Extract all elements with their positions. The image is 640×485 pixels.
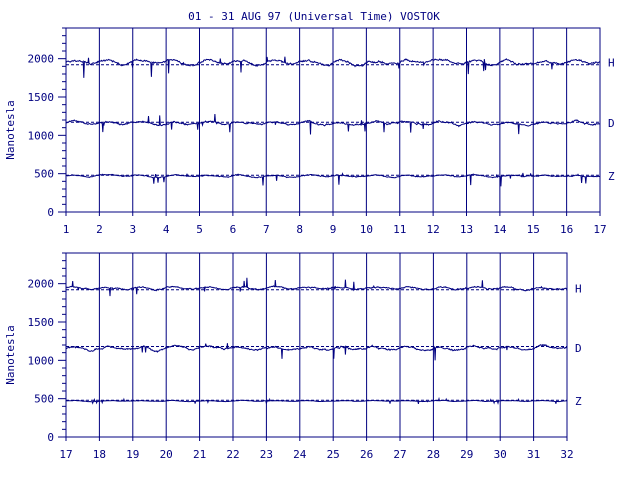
x-tick-label: 12: [427, 223, 440, 236]
x-tick-label: 30: [494, 448, 507, 461]
x-tick-label: 19: [126, 448, 139, 461]
y-tick-label: 1500: [28, 91, 55, 104]
x-tick-label: 26: [360, 448, 373, 461]
x-tick-label: 5: [196, 223, 203, 236]
y-axis-label: Nanotesla: [4, 325, 17, 385]
x-tick-label: 17: [59, 448, 72, 461]
trace-h: [65, 277, 568, 297]
y-tick-label: 500: [34, 393, 54, 406]
x-tick-label: 9: [330, 223, 337, 236]
x-tick-label: 4: [163, 223, 170, 236]
x-tick-label: 14: [493, 223, 507, 236]
y-tick-label: 2000: [28, 278, 55, 291]
trace-z: [65, 172, 601, 187]
y-tick-label: 2000: [28, 53, 55, 66]
x-tick-label: 3: [129, 223, 136, 236]
x-tick-label: 29: [460, 448, 473, 461]
x-tick-label: 27: [393, 448, 406, 461]
x-tick-label: 6: [230, 223, 237, 236]
x-tick-label: 2: [96, 223, 103, 236]
y-axis-label: Nanotesla: [4, 100, 17, 160]
x-tick-label: 8: [296, 223, 303, 236]
x-tick-label: 20: [160, 448, 173, 461]
x-tick-label: 15: [527, 223, 540, 236]
x-tick-label: 16: [560, 223, 573, 236]
trace-h: [65, 56, 601, 78]
series-label-z: Z: [575, 395, 582, 408]
x-tick-label: 24: [293, 448, 307, 461]
x-tick-label: 25: [327, 448, 340, 461]
series-label-d: D: [608, 117, 615, 130]
y-tick-label: 1500: [28, 316, 55, 329]
y-tick-label: 1000: [28, 129, 55, 142]
y-tick-label: 0: [47, 206, 54, 219]
y-tick-label: 1000: [28, 354, 55, 367]
x-tick-label: 13: [460, 223, 473, 236]
trace-d: [65, 113, 601, 135]
x-tick-label: 22: [226, 448, 239, 461]
trace-d: [65, 343, 568, 361]
x-tick-label: 10: [360, 223, 373, 236]
x-tick-label: 11: [393, 223, 406, 236]
x-tick-label: 18: [93, 448, 106, 461]
series-label-h: H: [575, 282, 582, 295]
plot-frame: [65, 252, 568, 438]
x-tick-label: 23: [260, 448, 273, 461]
series-label-d: D: [575, 342, 582, 355]
bottom-panel: 17 18 19 20 21 22 23 24 25 26 27 28 29 30 31 32 0 500 1000…: [4, 252, 582, 461]
chart-title: 01 - 31 AUG 97 (Universal Time) VOSTOK: [188, 10, 440, 23]
y-tick-label: 0: [47, 431, 54, 444]
x-tick-label: 1: [63, 223, 70, 236]
trace-z: [66, 396, 568, 405]
x-tick-label: 32: [560, 448, 573, 461]
x-tick-label: 31: [527, 448, 540, 461]
top-panel: 1 2 3 4 5 6 7 8 9 10 11 12 13 14 15 16 17050010001500200…: [4, 27, 615, 236]
series-label-z: Z: [608, 170, 615, 183]
x-tick-label: 17: [593, 223, 606, 236]
series-label-h: H: [608, 57, 615, 70]
x-tick-label: 28: [427, 448, 440, 461]
y-tick-label: 500: [34, 168, 54, 181]
x-tick-label: 21: [193, 448, 206, 461]
x-tick-label: 7: [263, 223, 270, 236]
